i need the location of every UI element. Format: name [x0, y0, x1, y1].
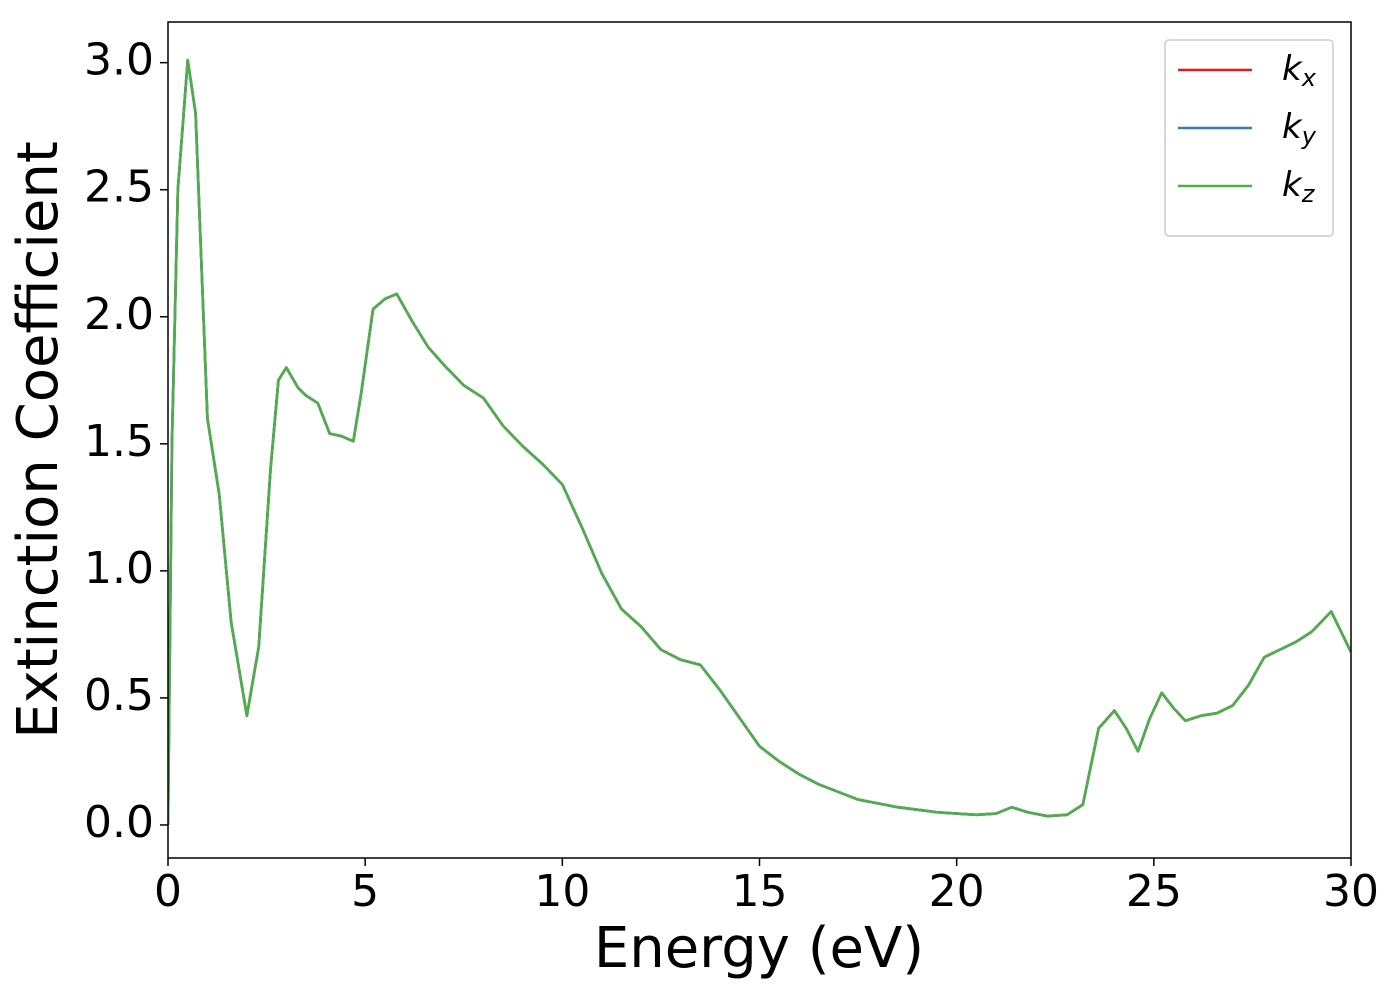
x-tick-label: 20: [929, 866, 985, 917]
x-tick-label: 10: [534, 866, 590, 917]
x-tick-label: 0: [154, 866, 182, 917]
y-axis-label: Extinction Coefficient: [6, 141, 71, 739]
legend-label: ky: [1282, 107, 1317, 151]
data-line: [168, 58, 1351, 825]
y-tick-label: 0.5: [84, 670, 154, 721]
y-tick-label: 3.0: [84, 35, 154, 86]
x-tick-label: 25: [1126, 866, 1182, 917]
x-axis-label: Energy (eV): [594, 916, 924, 981]
legend-label: kz: [1282, 165, 1316, 209]
x-tick-label: 5: [351, 866, 379, 917]
legend-label: kx: [1282, 49, 1317, 93]
y-tick-label: 1.5: [84, 416, 154, 467]
y-tick-label: 2.0: [84, 289, 154, 340]
x-tick-label: 30: [1323, 866, 1379, 917]
y-tick-label: 2.5: [84, 162, 154, 213]
plot-frame: [167, 21, 1352, 859]
y-tick-label: 0.0: [84, 797, 154, 848]
x-tick-label: 15: [732, 866, 788, 917]
y-tick-label: 1.0: [84, 543, 154, 594]
